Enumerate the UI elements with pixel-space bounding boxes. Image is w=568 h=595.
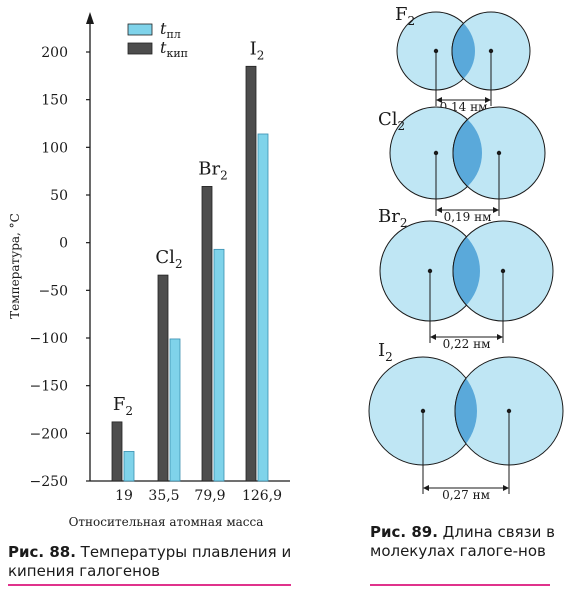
x-tick-label: 19 — [115, 488, 133, 504]
arrow-head — [430, 334, 436, 340]
figure-89-caption: Рис. 89. Длина связи в молекулах галоге-… — [370, 523, 560, 561]
bar-boiling — [157, 274, 169, 482]
legend-label: tпл — [160, 19, 181, 41]
arrow-head — [485, 97, 491, 103]
bar-boiling — [111, 421, 123, 482]
y-tick-label: −200 — [30, 426, 68, 442]
element-label: F2 — [113, 394, 133, 418]
molecule: 0,22 нм Br2 — [378, 206, 554, 351]
y-tick-label: 200 — [41, 45, 68, 61]
figure-88-label: Рис. 88. — [8, 543, 76, 561]
element-label: I2 — [250, 38, 265, 62]
y-tick-label: −50 — [38, 283, 68, 299]
legend-swatch — [127, 42, 153, 55]
arrow-head — [423, 485, 429, 491]
x-tick-label: 35,5 — [148, 488, 179, 504]
legend-swatch — [127, 23, 153, 36]
y-axis-arrow — [86, 12, 94, 24]
x-tick-label: 126,9 — [242, 488, 282, 504]
overlap-region — [454, 357, 477, 465]
y-axis-label: Температура, °С — [8, 213, 22, 319]
molecule-formula: I2 — [378, 340, 393, 364]
figure-89-text: Длина связи в молекулах галоге-нов — [370, 523, 555, 560]
molecule-formula: Br2 — [378, 206, 407, 230]
melting-boiling-chart: −250 −200 −150 −100 −50 0 50 100 150 200 Температу… — [8, 12, 290, 529]
arrow-head — [436, 207, 442, 213]
bond-length-label: 0,27 нм — [442, 488, 490, 502]
molecule: 0,27 нм I2 — [368, 340, 564, 502]
x-tick-label: 79,9 — [194, 488, 225, 504]
x-axis-label: Относительная атомная масса — [69, 515, 264, 529]
y-tick-label: −100 — [30, 331, 68, 347]
y-tick-label: 100 — [41, 140, 68, 156]
bar-boiling — [201, 186, 213, 482]
figure-89-underline — [370, 584, 550, 586]
arrow-head — [436, 97, 442, 103]
element-label: Br2 — [198, 158, 227, 182]
bar-melting — [213, 248, 225, 482]
y-tick-label: 50 — [50, 188, 68, 204]
figure-88-text: Температуры плавления и кипения галогено… — [8, 543, 292, 580]
bond-length-label: 0,22 нм — [443, 337, 491, 351]
y-tick-label: 150 — [41, 93, 68, 109]
figure-88-underline — [8, 584, 291, 586]
bar-melting — [169, 338, 181, 482]
y-tick-label: −250 — [30, 474, 68, 490]
arrow-head — [497, 334, 503, 340]
molecule: 0,19 нм Cl2 — [378, 106, 546, 224]
legend-label: tкип — [160, 38, 188, 60]
figure-88-caption: Рис. 88. Температуры плавления и кипения… — [8, 543, 308, 581]
element-label: Cl2 — [155, 247, 182, 271]
molecule-formula: F2 — [395, 4, 415, 28]
bar-boiling — [245, 65, 257, 482]
y-tick-label: 0 — [59, 236, 68, 252]
bond-length-label: 0,19 нм — [444, 210, 492, 224]
figure-89-label: Рис. 89. — [370, 523, 438, 541]
y-tick-label: −150 — [30, 379, 68, 395]
bar-melting — [123, 451, 135, 482]
molecule-formula: Cl2 — [378, 109, 405, 133]
arrow-head — [493, 207, 499, 213]
arrow-head — [503, 485, 509, 491]
bar-melting — [257, 133, 269, 482]
